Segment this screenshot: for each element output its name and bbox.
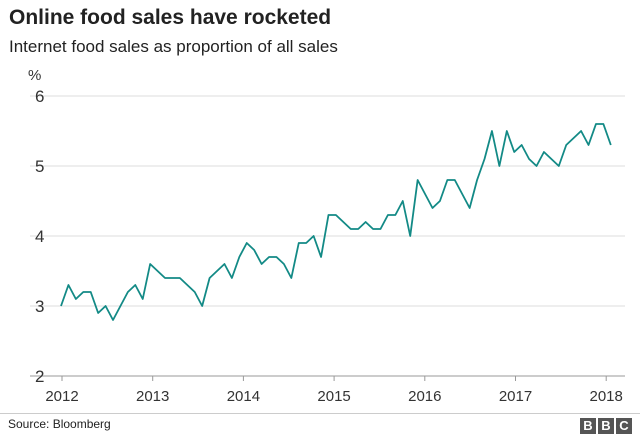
x-tick-label: 2018 bbox=[590, 388, 623, 405]
x-tick-label: 2015 bbox=[317, 388, 350, 405]
series-line bbox=[60, 123, 612, 321]
logo-letter: B bbox=[598, 418, 614, 434]
y-tick-label: 5 bbox=[35, 157, 44, 176]
line-chart: 2 3 4 5 6% 2012 2013 2014 2015 2016 2017 2018 bbox=[28, 67, 625, 405]
y-tick-label: 3 bbox=[35, 297, 44, 316]
y-tick-label: 4 bbox=[35, 227, 44, 246]
chart-title: Online food sales have rocketed bbox=[9, 6, 332, 29]
logo-letter: B bbox=[580, 418, 596, 434]
y-axis-label: % bbox=[28, 67, 41, 84]
x-tick-label: 2017 bbox=[499, 388, 532, 405]
source-note: Source: Bloomberg bbox=[8, 417, 111, 431]
chart-subtitle: Internet food sales as proportion of all… bbox=[9, 37, 338, 56]
footer-divider bbox=[0, 413, 640, 414]
x-tick-label: 2014 bbox=[227, 388, 260, 405]
x-tick-label: 2013 bbox=[136, 388, 169, 405]
x-tick-label: 2016 bbox=[408, 388, 441, 405]
y-tick-label: 2 bbox=[35, 367, 44, 386]
logo-letter: C bbox=[616, 418, 632, 434]
y-tick-label: 6 bbox=[35, 87, 44, 106]
x-tick-label: 2012 bbox=[45, 388, 78, 405]
data-points bbox=[60, 123, 611, 321]
